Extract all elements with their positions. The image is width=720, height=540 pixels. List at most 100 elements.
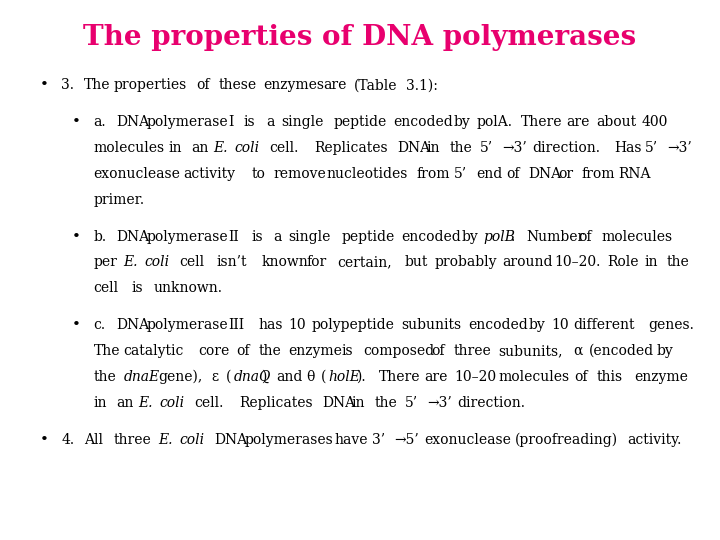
Text: molecules: molecules	[94, 141, 165, 155]
Text: composed: composed	[364, 344, 435, 358]
Text: (encoded: (encoded	[589, 344, 654, 358]
Text: the: the	[374, 396, 397, 410]
Text: properties: properties	[114, 78, 187, 92]
Text: •: •	[72, 115, 81, 129]
Text: by: by	[656, 344, 673, 358]
Text: to: to	[251, 167, 265, 181]
Text: three: three	[114, 433, 151, 447]
Text: the: the	[94, 370, 117, 384]
Text: single: single	[289, 230, 331, 244]
Text: in: in	[644, 255, 658, 269]
Text: The properties of DNA polymerases: The properties of DNA polymerases	[84, 24, 636, 51]
Text: polypeptide: polypeptide	[311, 318, 394, 332]
Text: have: have	[335, 433, 368, 447]
Text: (proofreading): (proofreading)	[515, 433, 618, 447]
Text: RNA: RNA	[618, 167, 651, 181]
Text: catalytic: catalytic	[124, 344, 184, 358]
Text: E.: E.	[158, 433, 174, 447]
Text: subunits,: subunits,	[499, 344, 563, 358]
Text: coli: coli	[234, 141, 259, 155]
Text: III: III	[229, 318, 245, 332]
Text: .: .	[511, 230, 516, 244]
Text: is: is	[243, 115, 255, 129]
Text: 4.: 4.	[61, 433, 74, 447]
Text: of: of	[431, 344, 445, 358]
Text: by: by	[461, 230, 478, 244]
Text: polymerase: polymerase	[146, 318, 228, 332]
Text: There: There	[521, 115, 562, 129]
Text: a: a	[274, 230, 282, 244]
Text: an: an	[191, 141, 209, 155]
Text: 3’: 3’	[372, 433, 385, 447]
Text: in: in	[352, 396, 366, 410]
Text: has: has	[258, 318, 283, 332]
Text: 400: 400	[641, 115, 667, 129]
Text: polymerases: polymerases	[245, 433, 333, 447]
Text: θ: θ	[306, 370, 315, 384]
Text: dnaE: dnaE	[124, 370, 160, 384]
Text: 5’: 5’	[454, 167, 467, 181]
Text: exonuclease: exonuclease	[425, 433, 511, 447]
Text: the: the	[449, 141, 472, 155]
Text: encoded: encoded	[469, 318, 528, 332]
Text: ): )	[261, 370, 266, 384]
Text: isn’t: isn’t	[217, 255, 248, 269]
Text: There: There	[379, 370, 420, 384]
Text: 3.1):: 3.1):	[406, 78, 438, 92]
Text: primer.: primer.	[94, 193, 145, 207]
Text: peptide: peptide	[333, 115, 387, 129]
Text: of: of	[196, 78, 210, 92]
Text: E.: E.	[214, 141, 228, 155]
Text: are: are	[424, 370, 447, 384]
Text: •: •	[40, 433, 48, 447]
Text: DNA: DNA	[397, 141, 430, 155]
Text: remove: remove	[274, 167, 326, 181]
Text: All: All	[84, 433, 103, 447]
Text: cell: cell	[94, 281, 119, 295]
Text: Has: Has	[614, 141, 642, 155]
Text: activity.: activity.	[627, 433, 681, 447]
Text: polymerase: polymerase	[146, 115, 228, 129]
Text: cell.: cell.	[194, 396, 224, 410]
Text: DNA: DNA	[322, 396, 355, 410]
Text: Replicates: Replicates	[240, 396, 313, 410]
Text: is: is	[251, 230, 263, 244]
Text: Role: Role	[607, 255, 639, 269]
Text: DNA: DNA	[215, 433, 248, 447]
Text: coli: coli	[179, 433, 204, 447]
Text: different: different	[574, 318, 635, 332]
Text: (: (	[226, 370, 232, 384]
Text: molecules: molecules	[499, 370, 570, 384]
Text: (: (	[321, 370, 327, 384]
Text: cell.: cell.	[269, 141, 299, 155]
Text: exonuclease: exonuclease	[94, 167, 181, 181]
Text: The: The	[94, 344, 120, 358]
Text: polB: polB	[484, 230, 516, 244]
Text: (Table: (Table	[354, 78, 397, 92]
Text: subunits: subunits	[401, 318, 462, 332]
Text: cell: cell	[179, 255, 204, 269]
Text: unknown.: unknown.	[153, 281, 222, 295]
Text: this: this	[596, 370, 623, 384]
Text: of: of	[236, 344, 250, 358]
Text: DNA: DNA	[116, 115, 149, 129]
Text: about: about	[596, 115, 636, 129]
Text: peptide: peptide	[341, 230, 395, 244]
Text: by: by	[528, 318, 545, 332]
Text: I: I	[229, 115, 234, 129]
Text: →3’: →3’	[427, 396, 451, 410]
Text: 5’: 5’	[480, 141, 492, 155]
Text: polA.: polA.	[476, 115, 512, 129]
Text: b.: b.	[94, 230, 107, 244]
Text: nucleotides: nucleotides	[326, 167, 408, 181]
Text: enzyme: enzyme	[289, 344, 343, 358]
Text: enzymes: enzymes	[264, 78, 325, 92]
Text: are: are	[324, 78, 347, 92]
Text: of: of	[579, 230, 592, 244]
Text: certain,: certain,	[337, 255, 392, 269]
Text: Number: Number	[526, 230, 585, 244]
Text: a: a	[266, 115, 274, 129]
Text: in: in	[168, 141, 182, 155]
Text: single: single	[281, 115, 323, 129]
Text: 3.: 3.	[61, 78, 74, 92]
